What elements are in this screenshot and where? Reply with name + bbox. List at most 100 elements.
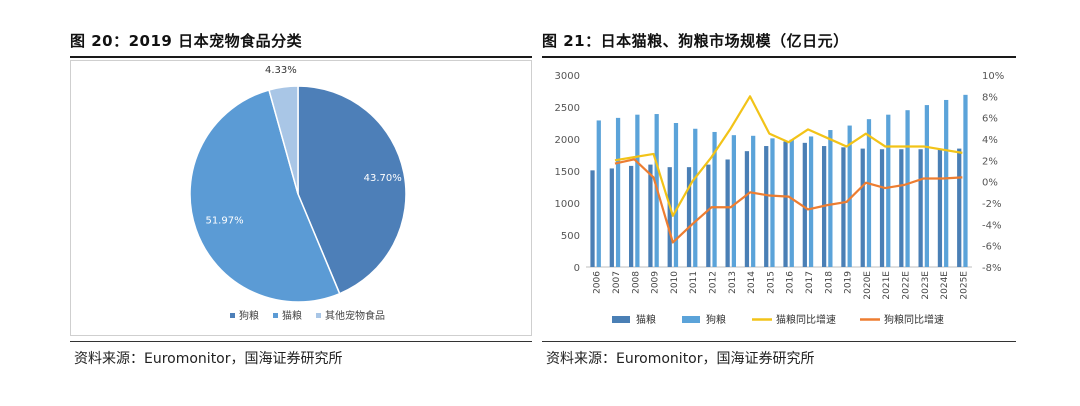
pie-chart: 43.70% 51.97% 4.33% 狗粮 猫粮 其他宠物食品	[189, 65, 407, 322]
right-axis-tick-2: -4%	[982, 220, 1001, 231]
bar-cat-food-2025E	[957, 148, 962, 267]
bar-dog-food-2019	[847, 125, 852, 267]
legend-swatch-1	[682, 316, 700, 323]
bar-cat-food-2019	[841, 147, 846, 267]
bar-dog-food-2011	[693, 128, 698, 267]
legend-swatch-0	[612, 316, 630, 323]
bar-dog-food-2015	[770, 138, 775, 267]
pie-legend-swatch-1	[273, 313, 278, 318]
right-figure-title: 图 21：日本猫粮、狗粮市场规模（亿日元）	[542, 32, 849, 50]
x-tick-2013: 2013	[728, 271, 738, 294]
x-tick-2010: 2010	[670, 271, 680, 294]
pie-slice-label-0: 43.70%	[364, 173, 402, 184]
bar-dog-food-2017	[808, 136, 814, 267]
right-axis-tick-9: 10%	[982, 71, 1004, 82]
bar-cat-food-2008	[629, 165, 634, 267]
bar-dog-food-2025E	[963, 94, 968, 267]
right-axis-tick-8: 8%	[982, 92, 998, 103]
left-axis-tick-4: 2000	[555, 135, 580, 146]
pie-slice-0	[297, 85, 407, 295]
x-tick-2019: 2019	[844, 271, 854, 294]
bar-dog-food-2007	[615, 117, 621, 267]
bar-cat-food-2013	[725, 159, 730, 267]
x-tick-2015: 2015	[766, 271, 776, 294]
pie-legend-swatch-0	[230, 313, 235, 318]
bar-cat-food-2020E	[860, 148, 865, 267]
left-axis-tick-2: 1000	[555, 199, 580, 210]
pie-slice-label-1: 51.97%	[205, 215, 243, 226]
left-axis-tick-1: 500	[561, 231, 580, 242]
line-cat-growth	[614, 95, 963, 217]
bar-dog-food-2024E	[944, 99, 949, 268]
left-axis-tick-5: 2500	[555, 103, 580, 114]
x-tick-2016: 2016	[786, 271, 796, 294]
line-dog-growth	[614, 158, 963, 244]
x-tick-2018: 2018	[824, 271, 834, 294]
left-source-rule	[70, 341, 532, 342]
x-tick-2025E: 2025E	[959, 271, 969, 300]
left-figure-title: 图 20：2019 日本宠物食品分类	[70, 32, 303, 50]
bar-dog-food-2018	[828, 130, 833, 267]
bar-dog-food-2008	[635, 114, 640, 268]
bar-dog-food-2010	[673, 123, 679, 267]
pie-legend-swatch-2	[316, 313, 321, 318]
legend-label-0: 猫粮	[636, 313, 656, 326]
bar-cat-food-2016	[783, 141, 788, 267]
bar-dog-food-2023E	[924, 105, 929, 267]
bar-dog-food-2016	[789, 139, 794, 267]
legend-label-3: 狗粮同比增速	[884, 313, 944, 326]
bar-dog-food-2020E	[866, 119, 872, 267]
x-tick-2021E: 2021E	[882, 271, 892, 300]
x-tick-2024E: 2024E	[940, 271, 950, 300]
right-source-rule	[542, 341, 1016, 342]
bar-dog-food-2014	[751, 135, 756, 267]
bar-cat-food-2024E	[937, 149, 943, 267]
legend-label-1: 狗粮	[706, 313, 726, 326]
bar-cat-food-2017	[802, 142, 807, 267]
right-axis-tick-3: -2%	[982, 199, 1001, 210]
left-axis-tick-0: 0	[574, 263, 580, 274]
bar-cat-food-2012	[706, 164, 711, 267]
bar-dog-food-2006	[596, 120, 601, 267]
bar-cat-food-2011	[686, 167, 692, 267]
market-size-chart: 0 500 1000 1500 2000 2500 3000 -8% -6% -4% -2% 0% 2%…	[555, 71, 1005, 326]
pie-legend-label-1: 猫粮	[282, 309, 302, 322]
x-tick-2022E: 2022E	[901, 271, 911, 300]
bar-cat-food-2007	[609, 168, 614, 267]
bar-cat-food-2022E	[899, 149, 904, 267]
pie-legend-label-2: 其他宠物食品	[325, 309, 385, 322]
x-tick-2008: 2008	[631, 271, 641, 294]
right-source-note: 资料来源：Euromonitor，国海证券研究所	[546, 351, 815, 367]
bar-dog-food-2012	[712, 131, 717, 267]
right-axis-tick-0: -8%	[982, 263, 1001, 274]
pie-slice-2	[268, 85, 299, 195]
x-tick-2007: 2007	[612, 271, 622, 294]
bar-cat-food-2023E	[918, 149, 923, 267]
bar-cat-food-2010	[667, 167, 672, 267]
right-axis-tick-4: 0%	[982, 178, 998, 189]
pie-slice-1	[189, 89, 341, 303]
x-tick-2011: 2011	[689, 271, 699, 294]
bar-dog-food-2021E	[886, 114, 891, 268]
left-chart-frame	[70, 60, 532, 336]
x-tick-2020E: 2020E	[863, 271, 873, 300]
bar-dog-food-2013	[731, 135, 736, 267]
right-axis-tick-5: 2%	[982, 156, 998, 167]
left-source-note: 资料来源：Euromonitor，国海证券研究所	[74, 351, 343, 367]
bar-cat-food-2009	[648, 164, 653, 267]
bar-cat-food-2021E	[879, 149, 885, 267]
right-axis-tick-7: 6%	[982, 114, 998, 125]
bar-cat-food-2014	[744, 151, 750, 267]
x-tick-2009: 2009	[651, 271, 661, 294]
left-title-rule	[70, 56, 532, 58]
x-tick-2006: 2006	[593, 271, 603, 294]
x-tick-2014: 2014	[747, 271, 757, 294]
bar-cat-food-2006	[590, 170, 595, 267]
pie-legend-label-0: 狗粮	[239, 309, 259, 322]
right-figure: 图 21：日本猫粮、狗粮市场规模（亿日元）	[542, 30, 1016, 52]
right-axis-tick-1: -6%	[982, 242, 1001, 253]
left-axis-tick-6: 3000	[555, 71, 580, 82]
left-axis-tick-3: 1500	[555, 167, 580, 178]
x-tick-2012: 2012	[708, 271, 718, 294]
bar-cat-food-2015	[764, 146, 769, 267]
